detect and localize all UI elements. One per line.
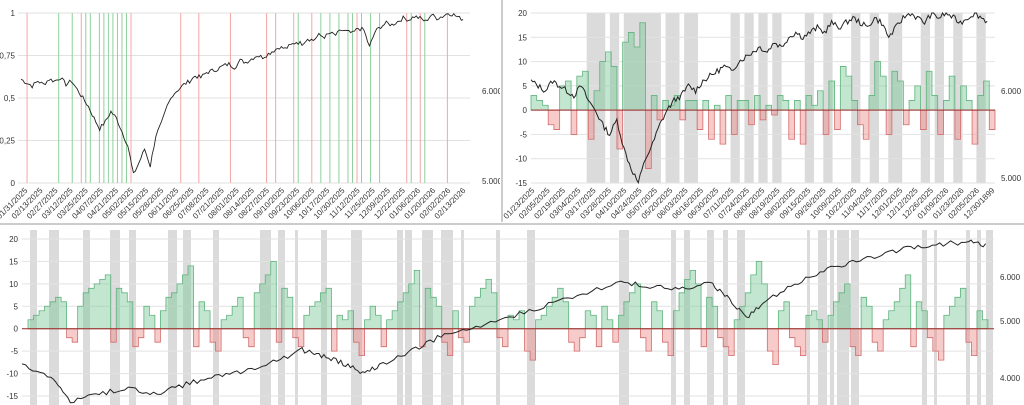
y-tick-label: 15 [9,257,18,266]
y-tick-label: 10 [9,280,18,289]
horizontal-divider [0,223,1024,225]
gray-period-band [966,230,970,405]
series-line [20,12,464,174]
gray-period-band [684,230,690,405]
y-tick-label: 20 [518,9,527,18]
gray-period-band [260,230,271,405]
chart-top-right-svg: -15-10-5051015206.0005.00001/23/202502/0… [503,9,1022,221]
gray-period-band [321,230,327,405]
chart-top-right: -15 -10 -5 0 5 10 15 20 6.000 5.000 01/23/2025 02/0… [503,0,1024,222]
gray-period-band [422,230,433,405]
y-tick-label: 5 [14,302,19,311]
price-line [530,11,988,185]
gray-period-band [758,13,768,183]
gray-period-band [807,230,810,405]
price-line [21,239,986,404]
gray-period-band [637,13,661,183]
gray-period-band [684,13,699,183]
gray-period-band [527,230,535,405]
y-tick-label: 0 [14,325,19,334]
y-tick-label: -15 [6,392,18,401]
gray-period-band [977,230,981,405]
gray-period-band [804,13,815,183]
gray-period-band [772,13,782,183]
vertical-divider [501,0,503,222]
gray-period-band [619,230,629,405]
y-right-tick-label: 5.000 [1001,174,1022,183]
gray-period-band [934,230,937,405]
gray-period-band [823,13,833,183]
gray-period-band [609,13,620,183]
y-tick-label: 15 [518,33,527,42]
gray-period-band [730,13,740,183]
y-tick-label: -5 [11,347,19,356]
gray-period-band [665,13,680,183]
gray-period-band [723,230,728,405]
gray-period-band [623,13,638,183]
gray-period-band [830,230,834,405]
gray-period-band [295,230,298,405]
chart-bottom: -15 -10 -5 0 5 10 15 20 4.000 5.000 6.000 [0,226,1024,405]
gray-period-band [744,13,754,183]
gray-period-band [934,13,944,183]
gray-period-band [869,13,879,183]
y-tick-label: 1 [11,9,16,18]
y-tick-label: 20 [9,235,18,244]
y-tick-label: -15 [515,179,527,188]
gray-period-band [707,230,714,405]
gray-period-band [818,230,827,405]
gray-period-band [496,230,500,405]
gray-period-band [49,230,59,405]
y-right-tick-label: 5.000 [1000,317,1021,326]
chart-top-left-svg: 00,250,50,7516.0005.00001/31/202502/13/2… [0,9,500,221]
gray-period-band [953,13,963,183]
gray-period-band [168,230,177,405]
gray-period-band [920,13,931,183]
gray-period-band [110,230,120,405]
gray-period-band [586,13,606,183]
gray-period-band [461,230,464,405]
y-right-tick-label: 6.000 [1001,87,1022,96]
gray-period-band [83,230,90,405]
gray-period-band [351,230,362,405]
gray-period-band [851,230,859,405]
y-tick-label: 0,25 [0,137,16,146]
y-right-tick-label: 6.000 [482,87,500,96]
gray-period-band [183,230,191,405]
gray-period-band [737,230,745,405]
gray-period-band [441,230,453,405]
gray-period-band [397,230,403,405]
chart-bottom-svg: -15 -10 -5 0 5 10 15 20 4.000 5.000 6.000 [6,230,1021,405]
y-tick-label: 5 [523,82,528,91]
gray-period-band [888,13,903,183]
y-right-tick-label: 4.000 [1000,374,1021,383]
gray-period-band [922,230,927,405]
y-right-tick-label: 6.000 [1000,273,1021,282]
gray-period-band [851,13,861,183]
gray-period-band [986,230,993,405]
y-tick-label: 0 [523,106,528,115]
y-tick-label: 0,75 [0,52,16,61]
gray-period-band [405,230,412,405]
gray-period-band [837,230,849,405]
y-tick-label: 0 [11,179,16,188]
gray-period-band [976,13,986,183]
gray-period-band [213,230,219,405]
y-tick-label: -10 [6,370,18,379]
signal-positive-area [530,22,995,111]
y-right-tick-label: 5.000 [482,177,500,186]
y-tick-label: 10 [518,58,527,67]
y-tick-label: 0,5 [4,94,16,103]
y-tick-label: -5 [520,130,528,139]
y-tick-label: -10 [515,155,527,164]
chart-top-left: 0 0,25 0,5 0,75 1 6.000 5.000 01/31/2025 02/13/2… [0,0,500,222]
